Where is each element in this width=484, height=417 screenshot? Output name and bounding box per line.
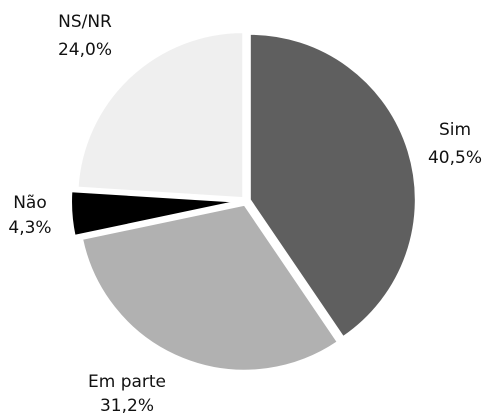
pie-slice xyxy=(76,31,245,200)
pie-slice xyxy=(80,203,340,372)
slice-label: Em parte xyxy=(88,372,166,392)
slice-label: Não xyxy=(13,193,47,213)
slice-value: 31,2% xyxy=(100,396,154,416)
slice-label: NS/NR xyxy=(58,12,112,32)
slice-value: 40,5% xyxy=(428,148,482,168)
slice-label: Sim xyxy=(439,120,471,140)
pie-slice xyxy=(70,190,238,238)
slice-value: 4,3% xyxy=(8,218,51,238)
pie-slice xyxy=(248,32,417,339)
slice-value: 24,0% xyxy=(58,40,112,60)
